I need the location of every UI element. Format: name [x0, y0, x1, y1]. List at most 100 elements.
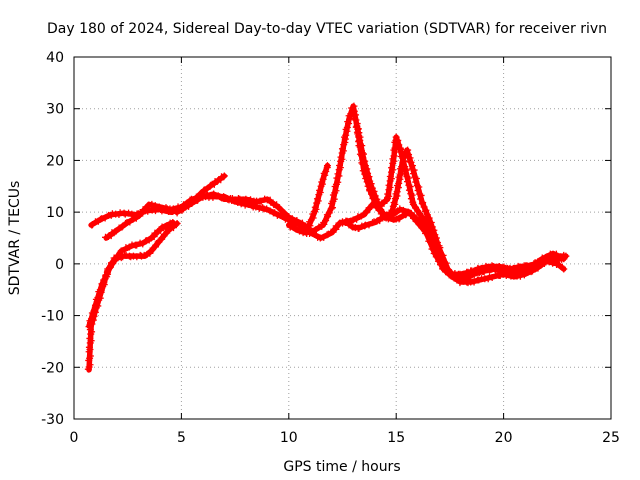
data-point-marker — [86, 361, 94, 369]
data-point-marker — [111, 228, 119, 236]
series-track-6 — [286, 102, 568, 284]
data-point-marker — [350, 107, 358, 115]
data-point-marker — [322, 217, 330, 225]
x-tick-label: 15 — [387, 430, 405, 446]
data-point-marker — [408, 191, 416, 199]
data-point-marker — [402, 166, 410, 174]
x-axis-label: GPS time / hours — [283, 459, 400, 475]
data-point-marker — [343, 124, 351, 132]
data-point-marker — [354, 130, 362, 138]
data-point-marker — [396, 205, 404, 213]
data-point-marker — [351, 114, 359, 122]
data-point-marker — [381, 213, 389, 221]
data-point-marker — [105, 264, 113, 272]
data-point-marker — [325, 209, 333, 217]
data-point-marker — [207, 181, 215, 189]
data-point-marker — [332, 187, 340, 195]
data-point-marker — [111, 256, 119, 264]
data-point-marker — [414, 187, 422, 195]
data-point-marker — [85, 343, 93, 351]
data-point-marker — [352, 116, 360, 124]
data-point-marker — [361, 170, 369, 178]
data-point-marker — [386, 172, 394, 180]
data-point-marker — [390, 199, 398, 206]
data-point-marker — [359, 167, 367, 175]
y-tick-label: 20 — [46, 153, 64, 169]
data-point-marker — [363, 178, 371, 186]
data-point-marker — [294, 226, 302, 234]
data-point-marker — [489, 262, 497, 270]
series-track-3 — [88, 172, 228, 229]
data-point-marker — [87, 315, 95, 323]
data-point-marker — [396, 145, 404, 153]
y-tick-label: -10 — [41, 309, 64, 325]
data-point-marker — [338, 145, 346, 153]
data-point-marker — [407, 158, 415, 166]
data-point-marker — [399, 161, 407, 169]
data-point-marker — [390, 152, 398, 160]
data-layer — [84, 102, 570, 373]
data-point-marker — [337, 153, 345, 161]
data-point-marker — [206, 182, 214, 190]
data-point-marker — [369, 201, 377, 209]
data-point-marker — [409, 170, 417, 178]
data-point-marker — [313, 195, 321, 203]
data-point-marker — [413, 182, 421, 190]
data-point-marker — [427, 224, 435, 232]
data-point-marker — [277, 206, 285, 214]
data-point-marker — [150, 233, 158, 241]
data-point-marker — [100, 276, 108, 284]
data-point-marker — [365, 221, 373, 229]
data-point-marker — [364, 182, 372, 190]
axis-layer: 0 5 10 15 20 25 -30 -20 -10 0 10 20 30 40 — [41, 50, 620, 446]
data-point-marker — [521, 262, 529, 270]
data-point-marker — [428, 229, 436, 237]
data-point-marker — [385, 181, 393, 189]
series-track-8 — [339, 133, 568, 281]
data-point-marker — [220, 195, 228, 203]
data-point-marker — [85, 323, 93, 331]
data-point-marker — [169, 218, 177, 226]
data-point-marker — [359, 160, 367, 168]
data-point-marker — [241, 201, 249, 209]
data-point-marker — [328, 204, 336, 212]
data-point-marker — [299, 229, 307, 237]
data-point-marker — [259, 204, 267, 212]
data-point-marker — [358, 159, 366, 167]
data-point-marker — [500, 263, 508, 271]
data-point-marker — [433, 244, 441, 252]
data-point-marker — [296, 227, 304, 235]
data-point-marker — [361, 222, 369, 230]
data-point-marker — [520, 262, 528, 270]
data-point-marker — [416, 190, 424, 198]
x-tick-label: 20 — [495, 430, 513, 446]
data-point-marker — [398, 149, 406, 157]
data-point-marker — [560, 265, 568, 273]
y-axis-label: SDTVAR / TECUs — [7, 181, 23, 296]
data-point-marker — [125, 209, 133, 217]
x-tick-label: 5 — [177, 430, 186, 446]
data-point-marker — [231, 196, 239, 204]
data-point-marker — [200, 187, 208, 195]
data-point-marker — [372, 200, 380, 208]
data-point-marker — [393, 138, 401, 146]
y-tick-label: 30 — [46, 102, 64, 118]
data-point-marker — [334, 178, 342, 186]
data-point-marker — [407, 195, 415, 203]
data-point-marker — [404, 178, 412, 186]
data-point-marker — [86, 334, 94, 342]
y-tick-label: 0 — [55, 257, 64, 273]
data-point-marker — [322, 167, 330, 175]
y-tick-label: -30 — [41, 412, 64, 428]
data-point-marker — [133, 253, 141, 261]
data-point-marker — [323, 162, 331, 170]
data-point-marker — [412, 178, 420, 186]
data-point-marker — [412, 217, 420, 225]
data-point-marker — [319, 175, 327, 183]
y-tick-label: 40 — [46, 50, 64, 66]
y-tick-label: 10 — [46, 205, 64, 221]
data-point-marker — [349, 106, 357, 114]
data-point-marker — [397, 153, 405, 161]
data-point-marker — [406, 183, 414, 191]
